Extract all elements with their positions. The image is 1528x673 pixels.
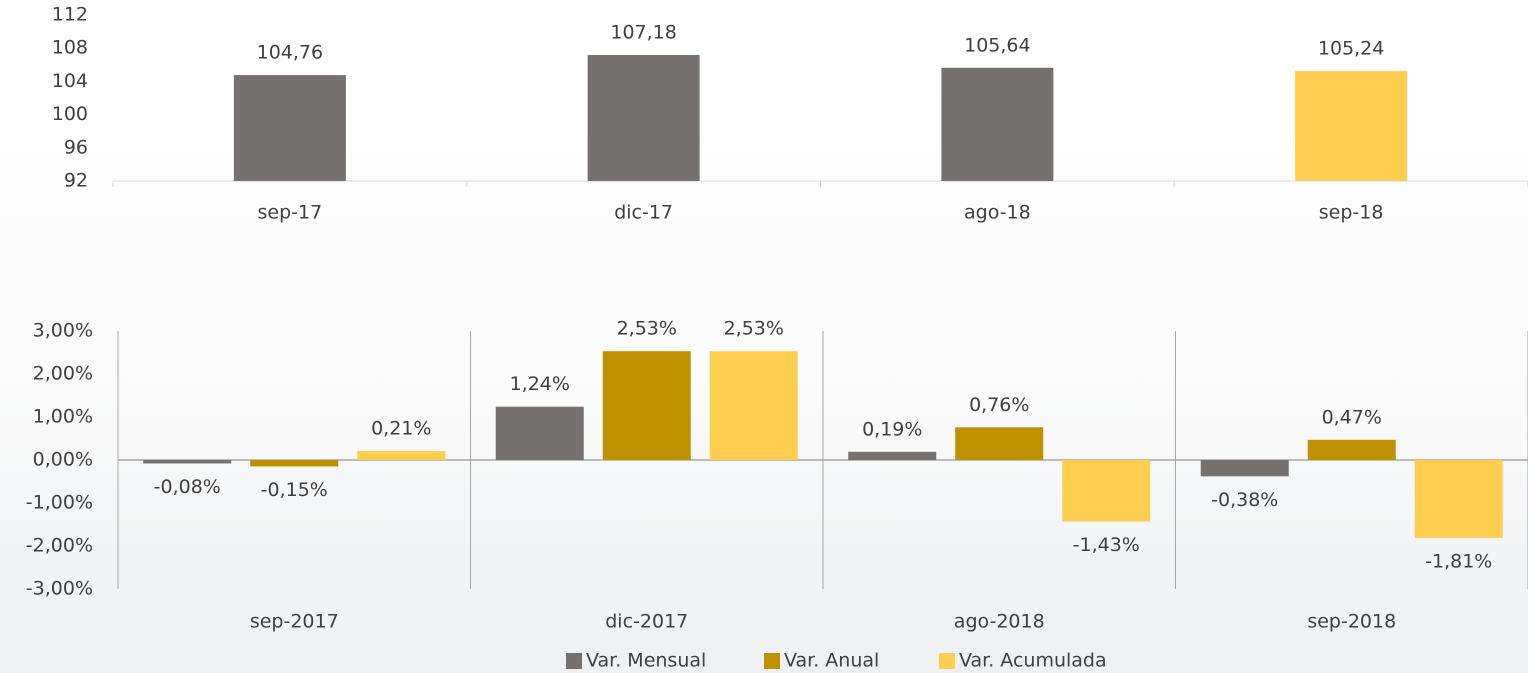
y-tick-label: 0,00% [33, 449, 93, 471]
value-label: 0,21% [371, 417, 431, 439]
x-tick-label: ago-2018 [954, 611, 1045, 633]
x-tick-label: sep-2017 [250, 611, 339, 633]
bar [495, 406, 584, 460]
value-label: 2,53% [724, 318, 784, 340]
legend-label: Var. Anual [784, 650, 879, 672]
bar [1062, 460, 1151, 522]
x-tick-label: ago-18 [964, 202, 1031, 224]
x-tick-label: sep-2018 [1307, 611, 1396, 633]
bar [250, 460, 339, 467]
value-label: 104,76 [257, 42, 323, 64]
y-tick-label: 104 [52, 70, 88, 92]
value-label: -1,43% [1073, 534, 1140, 556]
value-label: -0,38% [1211, 489, 1278, 511]
legend-label: Var. Acumulada [959, 650, 1107, 672]
bar [233, 75, 346, 181]
x-tick-label: dic-17 [614, 202, 673, 224]
y-tick-label: -2,00% [26, 535, 93, 557]
y-tick-label: 108 [52, 37, 88, 59]
y-tick-label: 100 [52, 103, 88, 125]
bar [1307, 439, 1396, 460]
bar [709, 351, 798, 460]
bar [848, 451, 937, 460]
value-label: 1,24% [510, 373, 570, 395]
value-label: -0,15% [261, 479, 328, 501]
value-label: 2,53% [617, 318, 677, 340]
y-tick-label: 96 [64, 136, 88, 158]
x-tick-label: dic-2017 [605, 611, 688, 633]
bar [941, 67, 1054, 181]
value-label: 107,18 [610, 22, 676, 44]
value-label: 105,64 [964, 34, 1030, 56]
y-tick-label: 112 [52, 4, 88, 26]
bar [1295, 71, 1408, 181]
y-tick-label: 3,00% [33, 320, 93, 342]
y-tick-label: 92 [64, 170, 88, 192]
legend-swatch [764, 653, 780, 669]
bar [587, 55, 700, 182]
legend-label: Var. Mensual [586, 650, 706, 672]
bar [955, 427, 1044, 460]
legend-swatch [939, 653, 955, 669]
y-tick-label: -1,00% [26, 492, 93, 514]
bar [357, 450, 446, 460]
x-tick-label: sep-18 [1319, 202, 1384, 224]
y-tick-label: 2,00% [33, 363, 93, 385]
value-label: 105,24 [1318, 38, 1384, 60]
value-label: 0,19% [862, 418, 922, 440]
x-tick-label: sep-17 [258, 202, 323, 224]
y-tick-label: 1,00% [33, 406, 93, 428]
bar [143, 460, 232, 464]
value-label: -0,08% [154, 476, 221, 498]
y-tick-label: -3,00% [26, 578, 93, 600]
value-label: 0,76% [969, 394, 1029, 416]
bar [1414, 460, 1503, 538]
value-label: -1,81% [1425, 550, 1492, 572]
bar [1200, 460, 1289, 477]
value-label: 0,47% [1322, 406, 1382, 428]
bar [602, 351, 691, 460]
legend-swatch [566, 653, 582, 669]
